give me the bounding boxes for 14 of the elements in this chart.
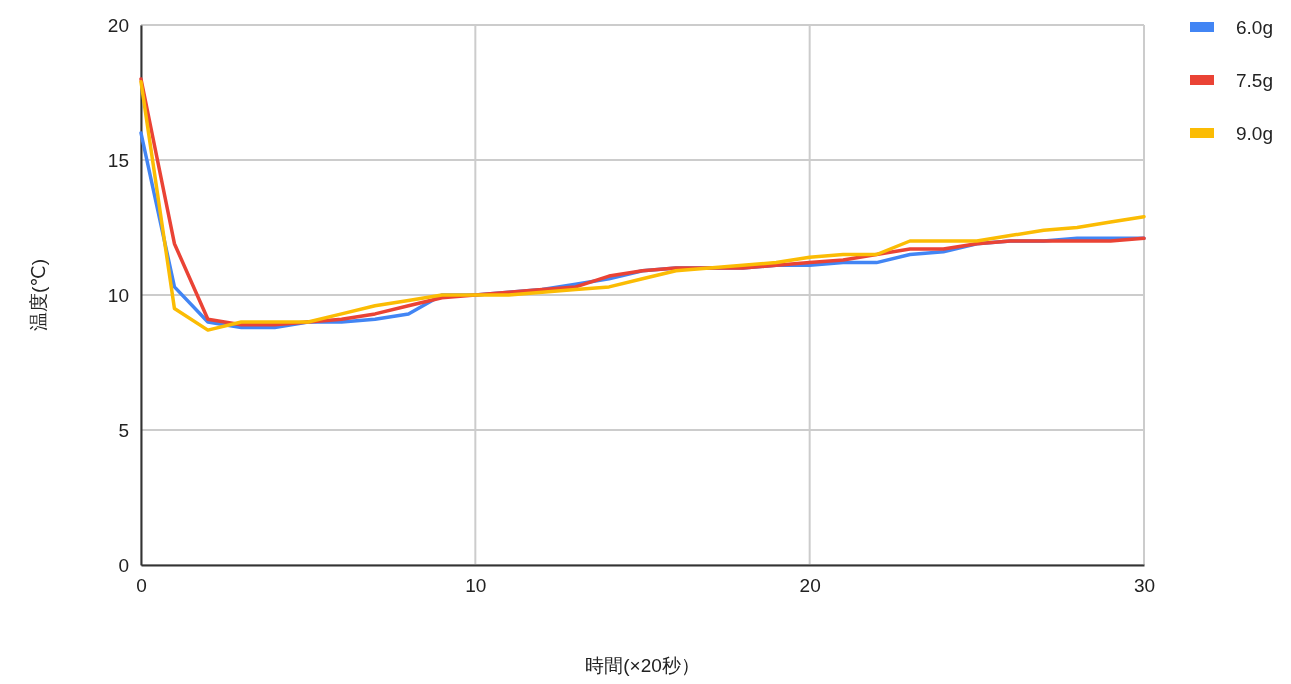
x-tick-label: 30 xyxy=(1133,575,1156,597)
x-tick-label: 20 xyxy=(799,575,821,597)
y-tick-label: 0 xyxy=(118,554,129,576)
y-tick-label: 10 xyxy=(107,284,129,306)
x-tick-label: 10 xyxy=(465,575,487,597)
x-tick-label: 0 xyxy=(136,575,147,597)
y-tick-label: 20 xyxy=(107,14,129,36)
y-axis-title: 温度(℃) xyxy=(28,259,49,331)
legend-label: 9.0g xyxy=(1236,123,1273,144)
y-tick-label: 5 xyxy=(118,419,129,441)
legend-label: 6.0g xyxy=(1236,17,1273,38)
legend-label: 7.5g xyxy=(1236,70,1273,91)
x-axis-title: 時間(×20秒） xyxy=(585,655,700,676)
y-tick-label: 15 xyxy=(107,149,129,171)
